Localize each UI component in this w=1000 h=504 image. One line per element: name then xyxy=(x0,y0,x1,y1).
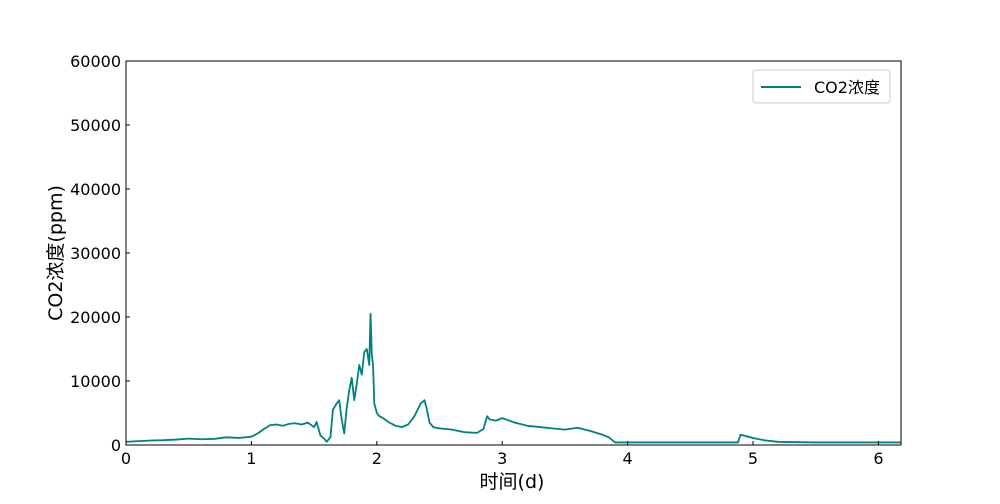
y-tick-label: 0 xyxy=(111,436,121,455)
series-line-0 xyxy=(125,312,901,444)
legend-box xyxy=(752,69,891,104)
legend: CO2浓度 xyxy=(752,69,891,104)
y-tick-label: 50000 xyxy=(70,116,121,135)
y-tick-label: 40000 xyxy=(70,180,121,199)
y-tick-label: 60000 xyxy=(70,52,121,71)
y-tick-label: 30000 xyxy=(70,244,121,263)
axes-frame xyxy=(125,60,902,446)
x-axis-label: 时间(d) xyxy=(480,471,545,493)
x-tick-label: 3 xyxy=(497,449,507,468)
y-axis-label: CO2浓度(ppm) xyxy=(45,185,67,321)
x-tick-label: 4 xyxy=(623,449,633,468)
y-tick-label: 20000 xyxy=(70,308,121,327)
x-tick-label: 2 xyxy=(372,449,382,468)
x-tick-label: 5 xyxy=(748,449,758,468)
x-tick-label: 1 xyxy=(246,449,256,468)
x-tick-label: 0 xyxy=(121,449,131,468)
axis-ticks: 0 1 2 3 4 5 6 0 10000 20000 30000 40000 50000 60000 xyxy=(70,52,883,468)
x-tick-label: 6 xyxy=(873,449,883,468)
legend-label: CO2浓度 xyxy=(814,78,880,97)
y-tick-label: 10000 xyxy=(70,372,121,391)
plot-area xyxy=(125,60,902,446)
